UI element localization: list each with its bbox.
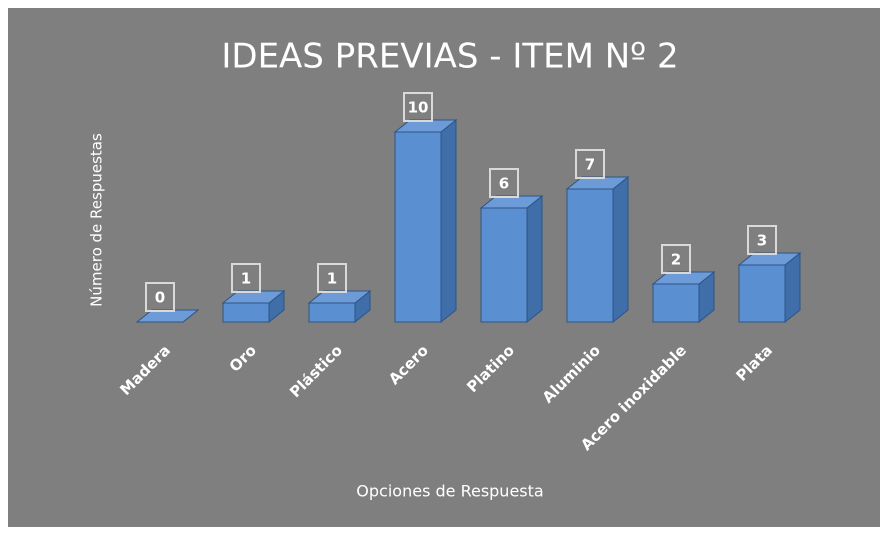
value-label-box <box>489 168 519 198</box>
value-label-box <box>575 149 605 179</box>
bar-front <box>566 188 614 323</box>
x-axis-label: Opciones de Respuesta <box>356 482 543 501</box>
bar <box>565 175 630 324</box>
value-label: 1 <box>241 270 251 288</box>
bar-side <box>440 118 457 324</box>
value-label: 10 <box>408 99 429 117</box>
bar-side <box>526 194 543 324</box>
bar-front <box>652 283 700 323</box>
value-label-box <box>317 263 347 293</box>
value-label-box <box>403 92 433 122</box>
bar <box>393 118 458 324</box>
value-label: 3 <box>757 232 767 250</box>
chart-title: IDEAS PREVIAS - ITEM Nº 2 <box>221 37 678 77</box>
bar-front <box>308 302 356 323</box>
value-label-box <box>145 282 175 312</box>
value-label-box <box>661 244 691 274</box>
bar <box>221 289 286 324</box>
bar-top <box>135 309 200 323</box>
value-label-box <box>747 225 777 255</box>
value-label: 7 <box>585 156 595 174</box>
bar-side <box>612 175 629 324</box>
bar-front <box>738 264 786 323</box>
value-label: 0 <box>155 289 165 307</box>
bar <box>737 251 802 324</box>
value-label: 6 <box>499 175 509 193</box>
value-label-box <box>231 263 261 293</box>
y-axis-label: Número de Respuestas <box>88 133 106 307</box>
value-label: 1 <box>327 270 337 288</box>
bar <box>135 309 200 323</box>
bar <box>307 289 372 324</box>
bar <box>479 194 544 324</box>
bar-front <box>480 207 528 323</box>
bar <box>651 270 716 324</box>
value-label: 2 <box>671 251 681 269</box>
bar-front <box>394 131 442 323</box>
bar-front <box>222 302 270 323</box>
